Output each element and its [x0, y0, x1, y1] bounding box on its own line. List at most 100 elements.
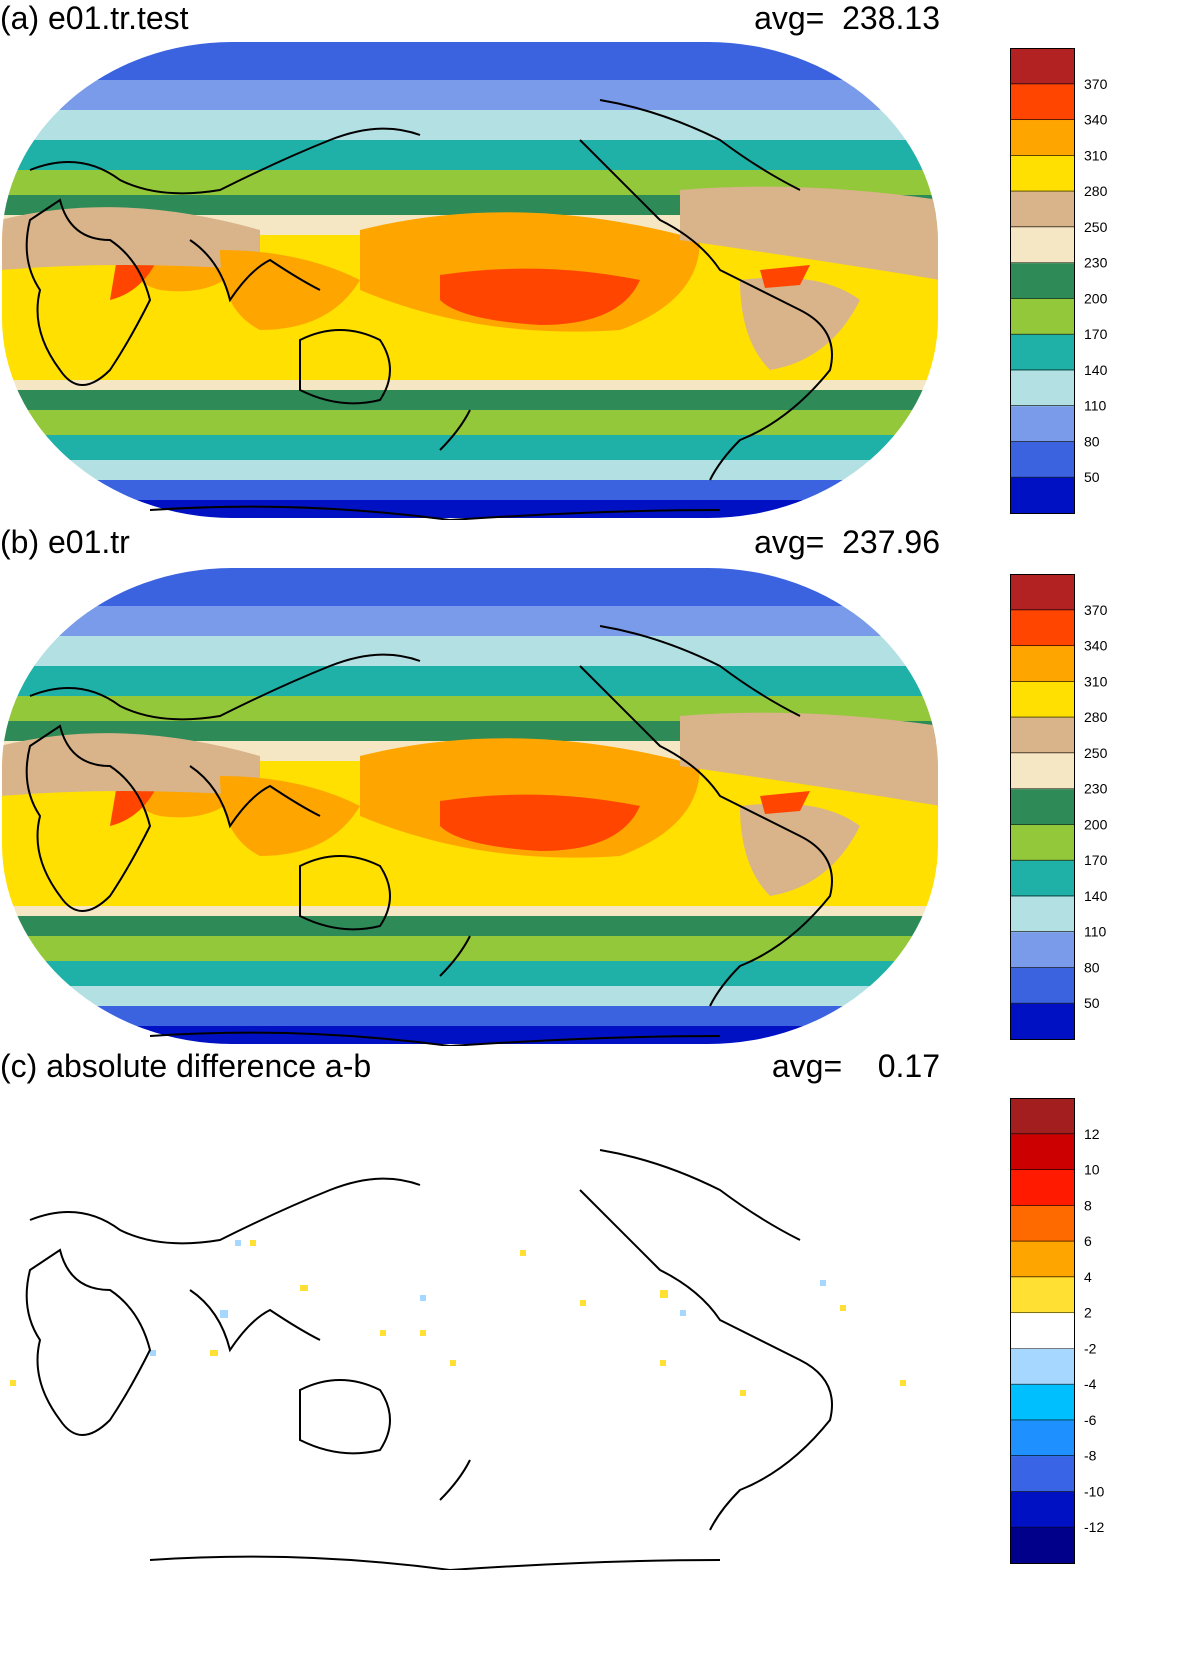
- panel-b-colorbar-labels: 50 80 110 140 170 200 230 250 280 310 340 370: [1010, 602, 1108, 1011]
- panel-b-colorbar-swatch: [1010, 574, 1074, 611]
- panel-c-avg-value: 0.17: [877, 1048, 940, 1084]
- panel-b-avg-label: avg=: [754, 524, 825, 560]
- panel-c-colorbar-label: -6: [1084, 1412, 1097, 1428]
- panel-a-colorbar-swatch: [1010, 334, 1074, 371]
- panel-c-colorbar-swatch: [1010, 1491, 1074, 1528]
- panel-b-colorbar-label: 140: [1084, 888, 1108, 904]
- panel-c-negative-diff-cells: [150, 1240, 826, 1356]
- panel-c-colorbar-label: 2: [1084, 1305, 1092, 1321]
- panel-a-colorbar-label: 170: [1084, 326, 1108, 342]
- panel-a-colorbar-labels: 50 80 110 140 170 200 230 250 280 310 340 370: [1010, 76, 1108, 485]
- panel-b-colorbar-label: 80: [1084, 959, 1100, 975]
- panel-a-colorbar-label: 50: [1084, 469, 1100, 485]
- panel-b-colorbar-label: 50: [1084, 995, 1100, 1011]
- panel-a-title: (a) e01.tr.test: [0, 0, 189, 36]
- panel-c-avg: avg= 0.17: [740, 1048, 940, 1084]
- panel-b-colorbar-label: 110: [1084, 924, 1107, 940]
- panel-a-colorbar-swatch: [1010, 441, 1074, 478]
- panel-b-colorbar-label: 170: [1084, 852, 1108, 868]
- panel-c-colorbar-label: 10: [1084, 1162, 1100, 1178]
- panel-b-colorbar-swatch: [1010, 895, 1074, 933]
- panel-c-colorbar-swatch: [1010, 1098, 1074, 1135]
- panel-a-colorbar-label: 310: [1084, 147, 1108, 163]
- panel-c-colorbar-swatch: [1010, 1169, 1074, 1206]
- panel-c-colorbar-swatch: [1010, 1276, 1074, 1314]
- panel-b-colorbar-label: 200: [1084, 816, 1108, 832]
- panel-c-colorbar-swatch: [1010, 1133, 1074, 1171]
- panel-c-colorbar-swatch: [1010, 1527, 1074, 1564]
- panel-a-colorbar: 50 80 110 140 170 200 230 250 280 310 340 370: [1010, 48, 1108, 514]
- panel-c-colorbar-label: 8: [1084, 1197, 1092, 1213]
- panel-a-colorbar-swatch: [1010, 226, 1074, 264]
- panel-c-colorbar-swatch: [1010, 1419, 1074, 1457]
- panel-a-colorbar-swatch: [1010, 298, 1074, 335]
- panel-b-colorbar-label: 250: [1084, 745, 1108, 761]
- panel-b-colorbar-label: 340: [1084, 638, 1108, 654]
- panel-b-colorbar-swatch: [1010, 788, 1074, 825]
- panel-b-colorbar-swatch: [1010, 824, 1074, 861]
- panel-b-colorbar-swatch: [1010, 717, 1074, 754]
- panel-a-colorbar-swatch: [1010, 369, 1074, 407]
- panel-b-colorbar-label: 230: [1084, 781, 1108, 797]
- panel-a-colorbar-label: 250: [1084, 219, 1108, 235]
- panel-b-colorbar-swatches: [1010, 574, 1074, 1040]
- panel-b-colorbar-swatch: [1010, 967, 1074, 1004]
- panel-b-colorbar-label: 370: [1084, 602, 1108, 618]
- panel-c-map: [10, 1149, 906, 1570]
- panel-b-avg-value: 237.96: [842, 524, 940, 560]
- panel-a-colorbar-label: 200: [1084, 290, 1108, 306]
- panel-a-colorbar-swatch: [1010, 155, 1074, 192]
- panel-a-colorbar-label: 80: [1084, 433, 1100, 449]
- panel-c-colorbar: -12 -10 -8 -6 -4 -2 2 4 6 8 10 12: [1010, 1098, 1104, 1564]
- panel-a-colorbar-swatch: [1010, 405, 1074, 442]
- panel-c-colorbar-label: 12: [1084, 1126, 1100, 1142]
- panel-a-colorbar-swatch: [1010, 119, 1074, 156]
- panel-a-colorbar-label: 280: [1084, 183, 1108, 199]
- panel-a-avg-label: avg=: [754, 0, 825, 36]
- panel-b-avg: avg= 237.96: [740, 524, 940, 560]
- panel-a-colorbar-label: 140: [1084, 362, 1108, 378]
- panel-c-colorbar-label: -2: [1084, 1340, 1097, 1356]
- panel-a-colorbar-swatch: [1010, 191, 1074, 228]
- panel-b-colorbar-swatch: [1010, 860, 1074, 897]
- panel-c-colorbar-swatch: [1010, 1205, 1074, 1242]
- panel-a-colorbar-label: 110: [1084, 398, 1107, 414]
- panel-c-avg-label: avg=: [771, 1048, 843, 1084]
- panel-a-colorbar-label: 340: [1084, 112, 1108, 128]
- panel-b-map: [2, 568, 938, 1046]
- panel-c-colorbar-swatch: [1010, 1312, 1074, 1349]
- panel-b-colorbar-swatch: [1010, 931, 1074, 968]
- panel-b-colorbar-swatch: [1010, 681, 1074, 718]
- panel-c-positive-diff-cells: [10, 1240, 906, 1396]
- panel-b-colorbar-swatch: [1010, 609, 1074, 647]
- panel-a-colorbar-swatch: [1010, 262, 1074, 299]
- panel-b-colorbar-swatch: [1010, 645, 1074, 682]
- panel-c-colorbar-label: -12: [1084, 1519, 1104, 1535]
- panel-a-colorbar-swatches: [1010, 48, 1074, 514]
- panel-c-colorbar-label: -8: [1084, 1448, 1097, 1464]
- panel-c-colorbar-swatch: [1010, 1384, 1074, 1421]
- panel-b-colorbar-label: 280: [1084, 709, 1108, 725]
- panel-a-avg-value: 238.13: [842, 0, 940, 36]
- panel-a-colorbar-swatch: [1010, 48, 1074, 85]
- panel-c-colorbar-label: 4: [1084, 1269, 1092, 1285]
- panel-c-colorbar-swatch: [1010, 1241, 1074, 1278]
- panel-b-colorbar-swatch: [1010, 1003, 1074, 1040]
- panel-c-colorbar-labels: -12 -10 -8 -6 -4 -2 2 4 6 8 10 12: [1010, 1126, 1104, 1535]
- panel-a-avg: avg= 238.13: [740, 0, 940, 36]
- panel-b-title: (b) e01.tr: [0, 524, 130, 560]
- panel-b-colorbar-swatch: [1010, 752, 1074, 790]
- panel-a-map: [2, 42, 938, 520]
- panel-a-colorbar-label: 230: [1084, 255, 1108, 271]
- panel-c-colorbar-label: 6: [1084, 1233, 1092, 1249]
- panel-c-title: (c) absolute difference a-b: [0, 1048, 372, 1084]
- panel-b-colorbar: 50 80 110 140 170 200 230 250 280 310 340 370: [1010, 574, 1108, 1040]
- panel-c-colorbar-swatches: [1010, 1098, 1074, 1564]
- panel-b-colorbar-label: 310: [1084, 673, 1108, 689]
- panel-c-colorbar-swatch: [1010, 1348, 1074, 1385]
- panel-c-colorbar-label: -4: [1084, 1376, 1097, 1392]
- panel-c-colorbar-swatch: [1010, 1455, 1074, 1492]
- panel-a-colorbar-swatch: [1010, 477, 1074, 514]
- panel-a-colorbar-label: 370: [1084, 76, 1108, 92]
- panel-c-colorbar-label: -10: [1084, 1483, 1104, 1499]
